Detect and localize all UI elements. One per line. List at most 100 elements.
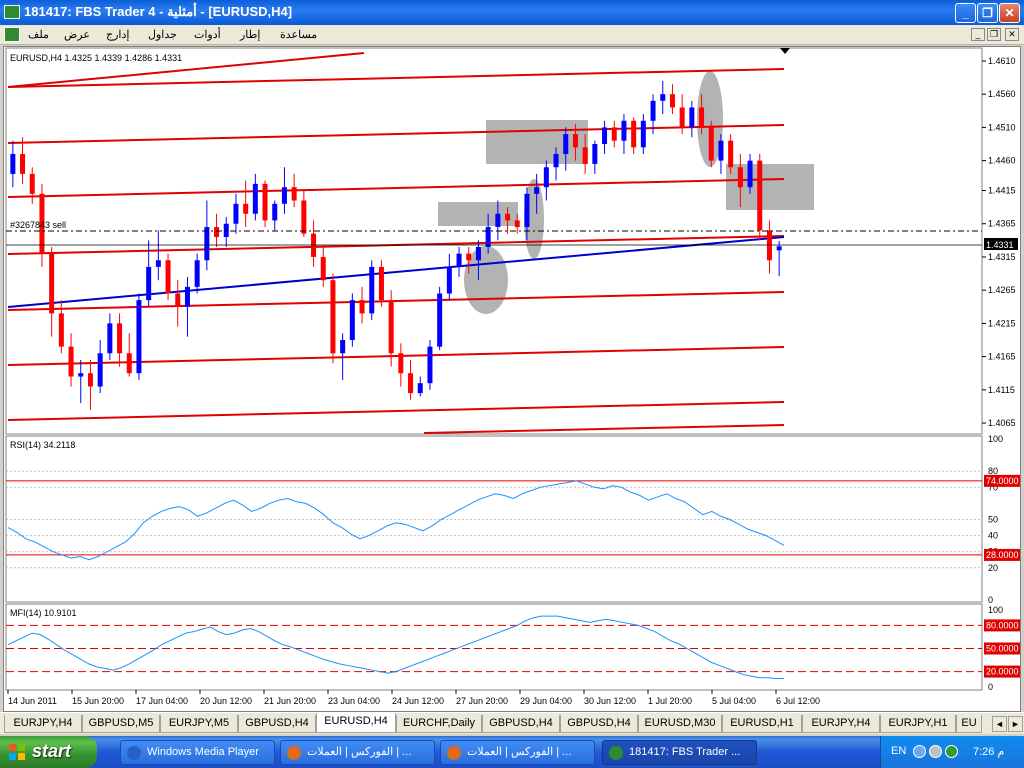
candle-body <box>398 353 404 374</box>
mfi-level-label: 50.0000 <box>986 644 1019 654</box>
candle-body <box>737 167 743 188</box>
mdi-restore-button[interactable]: ❐ <box>987 28 1001 41</box>
menu-insert[interactable]: إدارج <box>106 29 130 41</box>
candle-body <box>456 253 462 267</box>
menu-file[interactable]: ملف <box>28 29 49 41</box>
document-icon[interactable] <box>4 27 20 42</box>
channel-line[interactable] <box>7 346 785 366</box>
chart-tab[interactable]: EURJPY,H4 <box>802 715 880 733</box>
chart-tab-bar: EURJPY,H4 GBPUSD,M5 EURJPY,M5 GBPUSD,H4 EURU… <box>0 712 1024 734</box>
taskbar-button[interactable]: الفوركس | العملات | ... <box>280 740 435 765</box>
taskbar-button[interactable]: 181417: FBS Trader ... <box>602 740 757 765</box>
menu-charts[interactable]: جداول <box>148 29 177 41</box>
chart-tab[interactable]: EURUSD,H1 <box>722 715 802 733</box>
chart-tab[interactable]: EURJPY,H1 <box>880 715 956 733</box>
rsi-tick-label: 20 <box>988 563 998 573</box>
channel-line[interactable] <box>7 68 785 88</box>
candle-body <box>650 100 656 121</box>
price-tick-label: 1.4215 <box>988 318 1016 328</box>
chart-tab[interactable]: GBPUSD,H4 <box>560 715 638 733</box>
close-button[interactable]: ✕ <box>999 3 1020 23</box>
channel-line[interactable] <box>7 236 785 308</box>
chart-window[interactable]: #3267843 sell EURUSD,H4 1.4325 1.4339 1.… <box>3 46 1021 712</box>
mfi-tick-label: 100 <box>988 605 1003 615</box>
time-tick-label: 1 Jul 20:00 <box>648 696 692 706</box>
candle-body <box>10 153 16 174</box>
chart-tab[interactable]: EURUSD,H4 <box>316 713 396 733</box>
candle-body <box>747 160 753 188</box>
network-icon[interactable] <box>945 745 958 758</box>
language-indicator[interactable]: EN <box>891 745 907 757</box>
price-tick-label: 1.4315 <box>988 252 1016 262</box>
minimize-button[interactable]: _ <box>955 3 976 23</box>
candle-body <box>776 246 782 251</box>
candle-body <box>301 200 307 234</box>
mfi-header: MFI(14) 10.9101 <box>10 608 77 618</box>
price-header: EURUSD,H4 1.4325 1.4339 1.4286 1.4331 <box>10 53 182 63</box>
taskbar-button[interactable]: Windows Media Player <box>120 740 275 765</box>
channel-line[interactable] <box>7 124 785 144</box>
menu-view[interactable]: عرض <box>64 29 90 41</box>
menu-tools[interactable]: أدوات <box>194 29 221 41</box>
mdi-minimize-button[interactable]: _ <box>971 28 985 41</box>
rsi-tick-label: 70 <box>988 482 998 492</box>
candle-body <box>39 193 45 254</box>
candle-body <box>631 120 637 148</box>
channel-line[interactable] <box>7 401 785 421</box>
price-panel-frame <box>5 47 983 435</box>
candle-body <box>417 383 423 394</box>
candle-body <box>330 280 336 354</box>
candle-body <box>136 300 142 374</box>
chart-tab[interactable]: EURJPY,M5 <box>160 715 238 733</box>
candle-body <box>427 346 433 384</box>
channel-line[interactable] <box>7 52 365 88</box>
chart-shift-marker[interactable] <box>780 48 790 54</box>
start-button[interactable]: start <box>0 736 97 768</box>
channel-line[interactable] <box>7 291 785 311</box>
candle-body <box>97 353 103 387</box>
time-tick-label: 15 Jun 20:00 <box>72 696 124 706</box>
taskbar-button[interactable]: الفوركس | العملات | ... <box>440 740 595 765</box>
highlight-box[interactable] <box>486 120 588 164</box>
taskbar: start Windows Media Player الفوركس | العم… <box>0 736 1024 768</box>
candle-body <box>592 144 598 164</box>
menu-window[interactable]: إطار <box>240 29 261 41</box>
chart-tab[interactable]: EURCHF,Daily <box>396 715 482 733</box>
rsi-tick-label: 50 <box>988 515 998 525</box>
candle-body <box>514 220 520 228</box>
time-tick-label: 17 Jun 04:00 <box>136 696 188 706</box>
candle-body <box>708 127 714 161</box>
menu-help[interactable]: مساعدة <box>280 29 318 41</box>
maximize-button[interactable]: ❐ <box>977 3 998 23</box>
mfi-levels <box>6 624 982 673</box>
chart-tab[interactable]: GBPUSD,H4 <box>238 715 316 733</box>
time-tick-label: 6 Jul 12:00 <box>776 696 820 706</box>
regression-channel <box>7 52 785 434</box>
chart-canvas[interactable]: #3267843 sell EURUSD,H4 1.4325 1.4339 1.… <box>4 47 1020 711</box>
rsi-tick-label: 80 <box>988 466 998 476</box>
tab-scroll-left-button[interactable]: ◄ <box>992 716 1007 732</box>
channel-line[interactable] <box>423 424 785 434</box>
mdi-close-button[interactable]: ✕ <box>1005 28 1019 41</box>
candle-body <box>320 256 326 281</box>
tab-scroll-right-button[interactable]: ► <box>1008 716 1023 732</box>
channel-line[interactable] <box>7 178 785 198</box>
candle-body <box>466 253 472 261</box>
chart-tab[interactable]: EU <box>956 715 982 733</box>
candle-body <box>553 153 559 168</box>
chart-tab[interactable]: GBPUSD,H4 <box>482 715 560 733</box>
candle-body <box>640 120 646 148</box>
menu-bar: ملف عرض إدارج جداول أدوات إطار مساعدة _ … <box>0 25 1024 45</box>
time-tick-label: 20 Jun 12:00 <box>200 696 252 706</box>
chart-tab[interactable]: GBPUSD,M5 <box>82 715 160 733</box>
highlight-ellipse[interactable] <box>697 71 723 167</box>
highlight-box[interactable] <box>438 202 518 226</box>
candle-body <box>29 173 35 194</box>
chart-tab[interactable]: EURUSD,M30 <box>638 715 722 733</box>
candle-body <box>58 313 64 347</box>
candle-body <box>204 227 210 261</box>
time-tick-label: 30 Jun 12:00 <box>584 696 636 706</box>
chart-tab[interactable]: EURJPY,H4 <box>4 715 82 733</box>
help-icon[interactable] <box>913 745 926 758</box>
minus-icon[interactable] <box>929 745 942 758</box>
